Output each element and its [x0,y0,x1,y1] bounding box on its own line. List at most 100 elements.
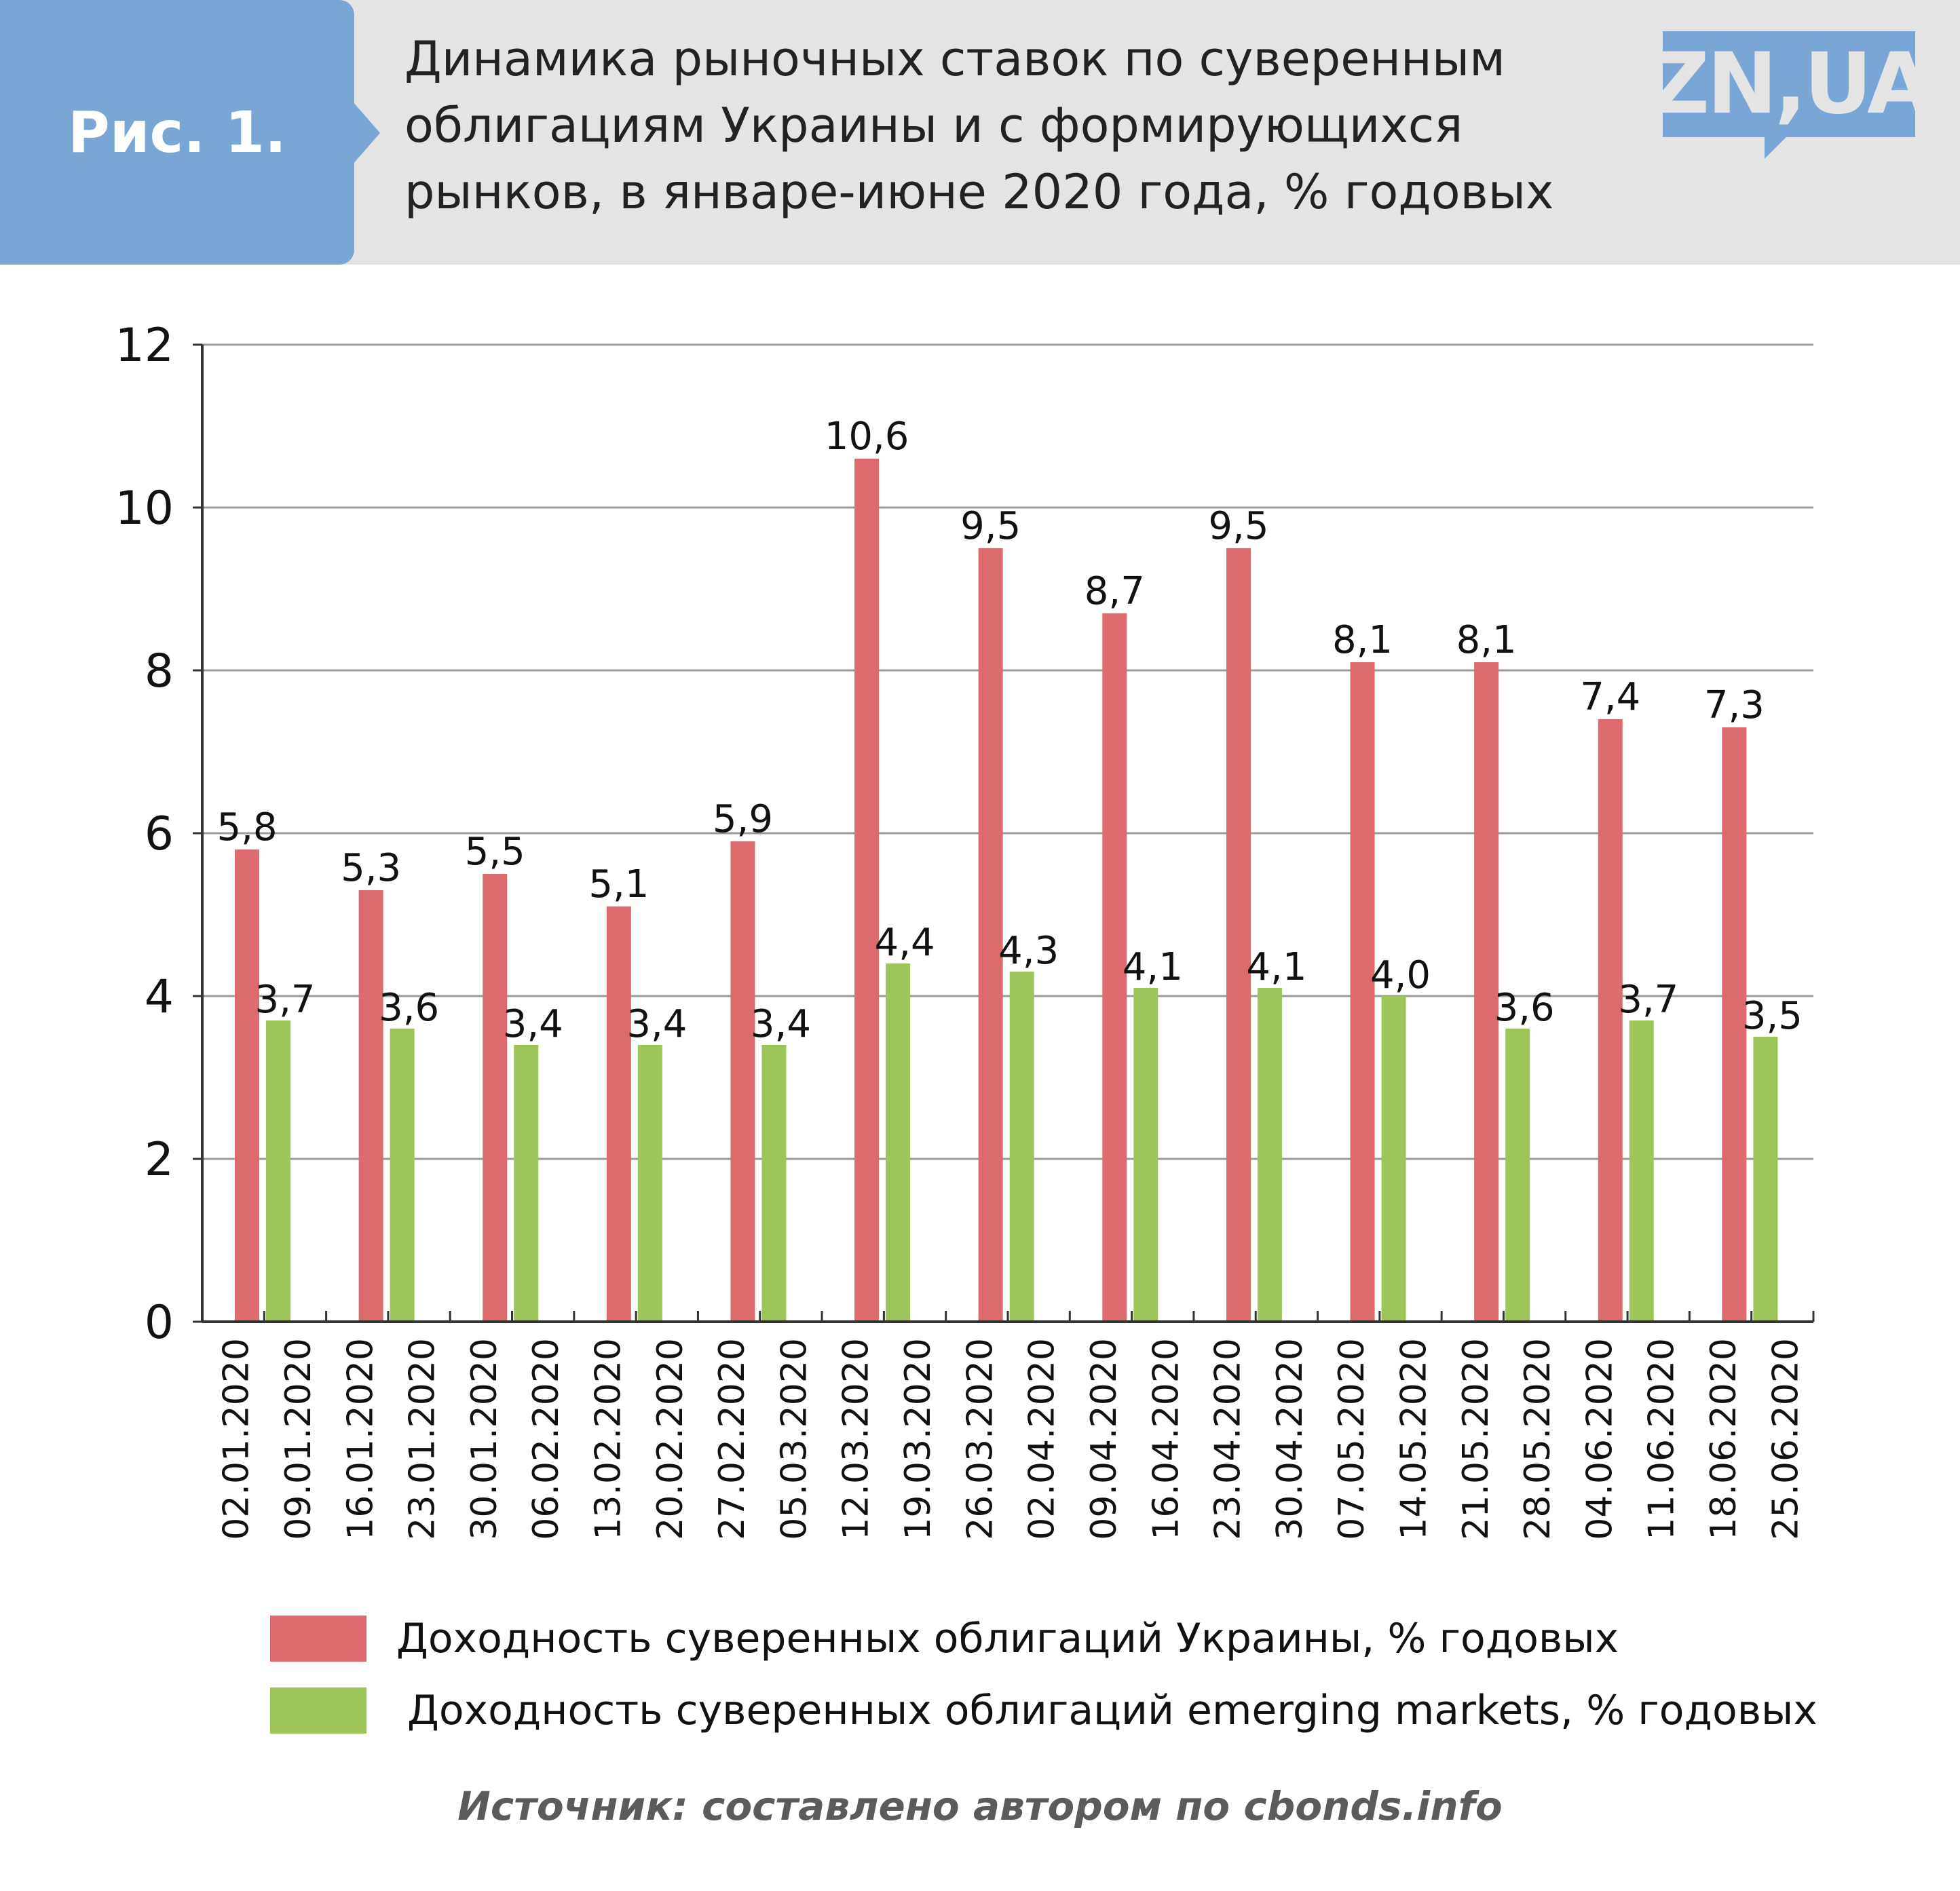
y-tick-label: 12 [115,319,174,373]
x-tick-label: 02.01.2020 [216,1338,257,1540]
bar-ukraine [978,548,1003,1322]
y-tick-label: 6 [145,807,174,861]
legend-swatch-em [270,1687,366,1734]
x-tick-label: 23.04.2020 [1208,1338,1249,1540]
data-label-ukraine: 5,5 [465,830,525,874]
x-tick-label: 07.05.2020 [1332,1338,1372,1540]
data-label-ukraine: 8,1 [1332,618,1393,662]
data-label-em: 4,3 [998,929,1059,973]
figure-badge-arrow [353,102,380,164]
y-tick-label: 10 [115,482,174,535]
source-note: Источник: составлено автором по cbonds.i… [457,1783,1503,1829]
x-tick-label: 16.01.2020 [340,1338,381,1540]
bar-em [886,963,911,1322]
x-tick-label: 19.03.2020 [898,1338,939,1540]
bar-ukraine [1350,662,1375,1322]
data-label-ukraine: 9,5 [1208,504,1268,548]
data-label-ukraine: 8,1 [1456,618,1517,662]
bar-em [761,1045,787,1322]
bar-layer [235,459,1778,1322]
x-tick-label: 13.02.2020 [588,1338,629,1540]
bar-chart: 0 2 4 6 8 10 12 02.01.2020 09.01.2020 16.01.2020 2… [115,319,1815,1540]
x-tick-label: 09.01.2020 [278,1338,319,1540]
bar-ukraine [1722,727,1747,1322]
bar-ukraine [483,874,508,1322]
bar-ukraine [235,849,259,1322]
logo-tail [1765,136,1788,159]
x-tick-label: 02.04.2020 [1022,1338,1063,1540]
data-label-ukraine: 7,4 [1580,675,1640,719]
y-tick-label: 8 [145,645,174,698]
x-tick-label: 09.04.2020 [1084,1338,1125,1540]
x-tick-label: 11.06.2020 [1642,1338,1682,1540]
data-label-ukraine: 8,7 [1085,569,1145,613]
bar-ukraine [730,841,755,1322]
data-label-em: 3,6 [1494,986,1555,1030]
y-tick-label: 4 [145,970,174,1024]
bar-em [266,1020,290,1322]
bar-em [1629,1020,1654,1322]
data-label-ukraine: 7,3 [1704,683,1765,727]
x-tick-label: 30.04.2020 [1270,1338,1311,1540]
x-tick-label: 20.02.2020 [650,1338,691,1540]
bar-ukraine [854,459,880,1322]
data-label-em: 3,4 [626,1002,687,1046]
data-label-em: 3,4 [751,1002,811,1046]
bar-em [1381,996,1406,1322]
figure-badge [0,0,354,265]
chart-title: Динамика рыночных ставок по суверенным о… [404,31,1554,220]
label-layer: 5,8 3,7 5,3 3,6 5,5 3,4 5,1 3,4 5,9 3,4 10,6 4,4 9,5… [216,415,1802,1046]
logo-box [1663,31,1915,137]
zn-ua-logo: ZN,UA [1648,35,1932,133]
bar-em [390,1029,415,1322]
bar-ukraine [1598,719,1623,1322]
x-tick-label: 23.01.2020 [402,1338,443,1540]
x-tick-label: 27.02.2020 [712,1338,753,1540]
bar-em [1009,972,1034,1322]
bar-ukraine [358,890,383,1322]
grid-layer [202,343,1813,1160]
figure-label: Рис. 1. [68,99,286,166]
data-label-ukraine: 5,9 [713,797,773,841]
axis-layer: 0 2 4 6 8 10 12 02.01.2020 09.01.2020 16.01.2020 2… [115,319,1815,1540]
data-label-ukraine: 10,6 [825,415,909,459]
legend-item-ukraine: Доходность суверенных облигаций Украины,… [270,1615,1619,1662]
data-label-em: 4,4 [875,921,935,965]
bar-em [637,1045,662,1322]
data-label-em: 3,6 [379,986,439,1030]
bar-ukraine [1102,613,1127,1322]
data-label-em: 4,1 [1246,945,1306,989]
data-label-em: 4,0 [1370,953,1431,997]
legend-label-ukraine: Доходность суверенных облигаций Украины,… [396,1615,1619,1662]
x-tick-label: 14.05.2020 [1394,1338,1435,1540]
bar-em [1505,1029,1530,1322]
bar-ukraine [1474,662,1499,1322]
bar-ukraine [606,906,631,1322]
legend-label-em: Доходность суверенных облигаций emerging… [407,1687,1817,1734]
x-tick-label: 25.06.2020 [1765,1338,1806,1540]
data-label-em: 3,4 [503,1002,563,1046]
x-tick-label: 12.03.2020 [836,1338,877,1540]
data-label-ukraine: 5,3 [341,846,401,890]
data-label-ukraine: 5,8 [216,805,277,849]
x-tick-label: 05.03.2020 [774,1338,814,1540]
data-label-ukraine: 9,5 [960,504,1021,548]
x-tick-label: 30.01.2020 [464,1338,505,1540]
legend-item-em: Доходность суверенных облигаций emerging… [270,1687,1817,1734]
data-label-ukraine: 5,1 [588,862,649,906]
legend-swatch-ukraine [270,1616,366,1662]
x-tick-label: 18.06.2020 [1703,1338,1744,1540]
bar-em [514,1045,539,1322]
x-tick-label: 28.05.2020 [1518,1338,1558,1540]
x-tick-label: 21.05.2020 [1456,1338,1496,1540]
bar-em [1753,1037,1778,1322]
bar-em [1257,988,1282,1322]
bar-em [1133,988,1158,1322]
data-label-em: 3,5 [1742,994,1803,1038]
y-tick-label: 0 [145,1296,174,1350]
y-tick-label: 2 [145,1133,174,1187]
data-label-em: 3,7 [1618,978,1678,1022]
data-label-em: 3,7 [255,978,315,1022]
x-tick-label: 06.02.2020 [526,1338,567,1540]
x-tick-label: 04.06.2020 [1579,1338,1620,1540]
